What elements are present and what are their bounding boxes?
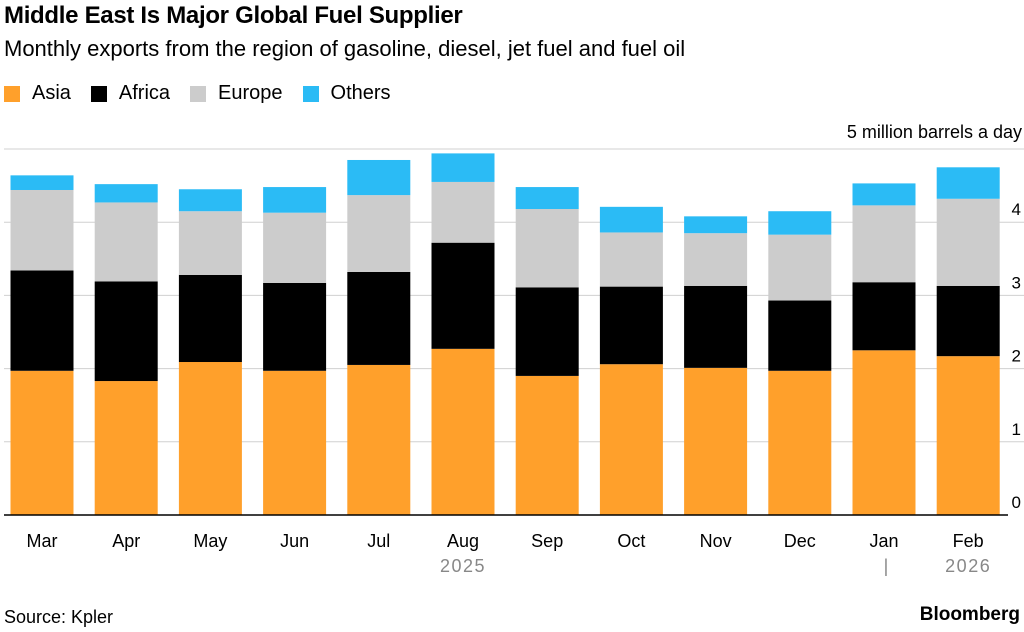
bar-segment-africa — [852, 282, 916, 351]
legend-label-asia: Asia — [32, 82, 71, 104]
bar-segment-europe — [599, 232, 663, 287]
bar-segment-africa — [768, 300, 832, 371]
bar-segment-africa — [936, 285, 1000, 357]
bar-segment-others — [178, 189, 242, 212]
bar-segment-asia — [431, 348, 495, 515]
bar-segment-africa — [684, 285, 748, 368]
legend-label-others: Others — [330, 82, 391, 104]
bar-segment-others — [431, 153, 495, 182]
bar-segment-asia — [94, 381, 158, 515]
bar-segment-others — [599, 206, 663, 233]
bar-segment-africa — [178, 274, 242, 363]
bar-segment-europe — [684, 233, 748, 286]
bar-segment-others — [852, 183, 916, 206]
year-label: 2025 — [440, 556, 486, 576]
bar-segment-europe — [178, 211, 242, 275]
bar-segment-africa — [599, 286, 663, 365]
bar-segment-europe — [936, 198, 1000, 286]
bar-segment-europe — [768, 234, 832, 301]
chart-subtitle: Monthly exports from the region of gasol… — [4, 36, 686, 61]
bar-segment-asia — [347, 364, 411, 515]
legend-label-europe: Europe — [218, 82, 283, 104]
bar-segment-africa — [431, 242, 495, 349]
bar-segment-others — [684, 216, 748, 234]
y-axis-unit-label: 5 million barrels a day — [846, 122, 1022, 142]
bar-segment-africa — [263, 282, 327, 371]
y-tick-label: 3 — [1012, 273, 1021, 292]
bar-segment-asia — [768, 370, 832, 515]
bar-segment-africa — [515, 287, 579, 376]
bar-segment-asia — [263, 370, 327, 515]
bar-segment-europe — [347, 195, 411, 272]
bar-segment-others — [10, 175, 74, 190]
x-tick-label: Apr — [112, 531, 140, 551]
bar-segment-asia — [10, 370, 74, 515]
bar-segment-others — [263, 187, 327, 213]
bar-segment-others — [515, 187, 579, 210]
bar-segment-africa — [347, 271, 411, 365]
x-tick-label: Dec — [784, 531, 816, 551]
legend-item-others: Others — [302, 82, 391, 105]
legend-label-africa: Africa — [118, 82, 171, 104]
bar-segment-asia — [852, 350, 916, 515]
x-tick-label: Sep — [531, 531, 563, 551]
bar-segment-others — [768, 211, 832, 235]
y-tick-label: 2 — [1012, 347, 1021, 366]
year-separator: | — [884, 556, 889, 576]
bar-segment-asia — [515, 375, 579, 515]
x-tick-label: Aug — [447, 531, 479, 551]
legend-item-asia: Asia — [4, 82, 71, 105]
bar-segment-others — [347, 159, 411, 196]
legend-item-africa: Africa — [90, 82, 171, 105]
bar-segment-europe — [263, 212, 327, 283]
bar-segment-asia — [684, 367, 748, 515]
bar-segment-europe — [852, 205, 916, 283]
chart-title: Middle East Is Major Global Fuel Supplie… — [4, 2, 463, 29]
bar-segment-europe — [515, 209, 579, 288]
chart-legend: Asia Africa Europe Others — [4, 82, 391, 105]
brand-logo: Bloomberg — [919, 604, 1020, 625]
bar-segment-asia — [178, 362, 242, 515]
legend-swatch-others — [302, 85, 319, 102]
bar-segment-europe — [10, 189, 74, 271]
year-label: 2026 — [945, 556, 991, 576]
bar-segment-europe — [94, 202, 158, 282]
legend-swatch-europe — [190, 85, 207, 102]
y-tick-label: 1 — [1012, 420, 1021, 439]
bar-segment-others — [94, 184, 158, 203]
x-tick-label: Nov — [700, 531, 732, 551]
bar-segment-africa — [10, 270, 74, 371]
legend-swatch-africa — [90, 85, 107, 102]
x-tick-label: Jul — [367, 531, 390, 551]
x-tick-label: May — [193, 531, 227, 551]
bar-segment-asia — [599, 364, 663, 515]
bar-segment-europe — [431, 181, 495, 243]
bar-segment-asia — [936, 356, 1000, 515]
x-tick-label: Jan — [869, 531, 898, 551]
x-tick-label: Mar — [27, 531, 58, 551]
y-tick-label: 4 — [1012, 200, 1021, 219]
x-tick-label: Feb — [953, 531, 984, 551]
bar-segment-africa — [94, 281, 158, 382]
bar-segment-others — [936, 167, 1000, 199]
x-tick-label: Oct — [617, 531, 645, 551]
legend-swatch-asia — [4, 85, 20, 102]
legend-item-europe: Europe — [190, 82, 283, 105]
x-tick-label: Jun — [280, 531, 309, 551]
source-note: Source: Kpler — [4, 607, 114, 627]
y-tick-label: 0 — [1012, 493, 1021, 512]
